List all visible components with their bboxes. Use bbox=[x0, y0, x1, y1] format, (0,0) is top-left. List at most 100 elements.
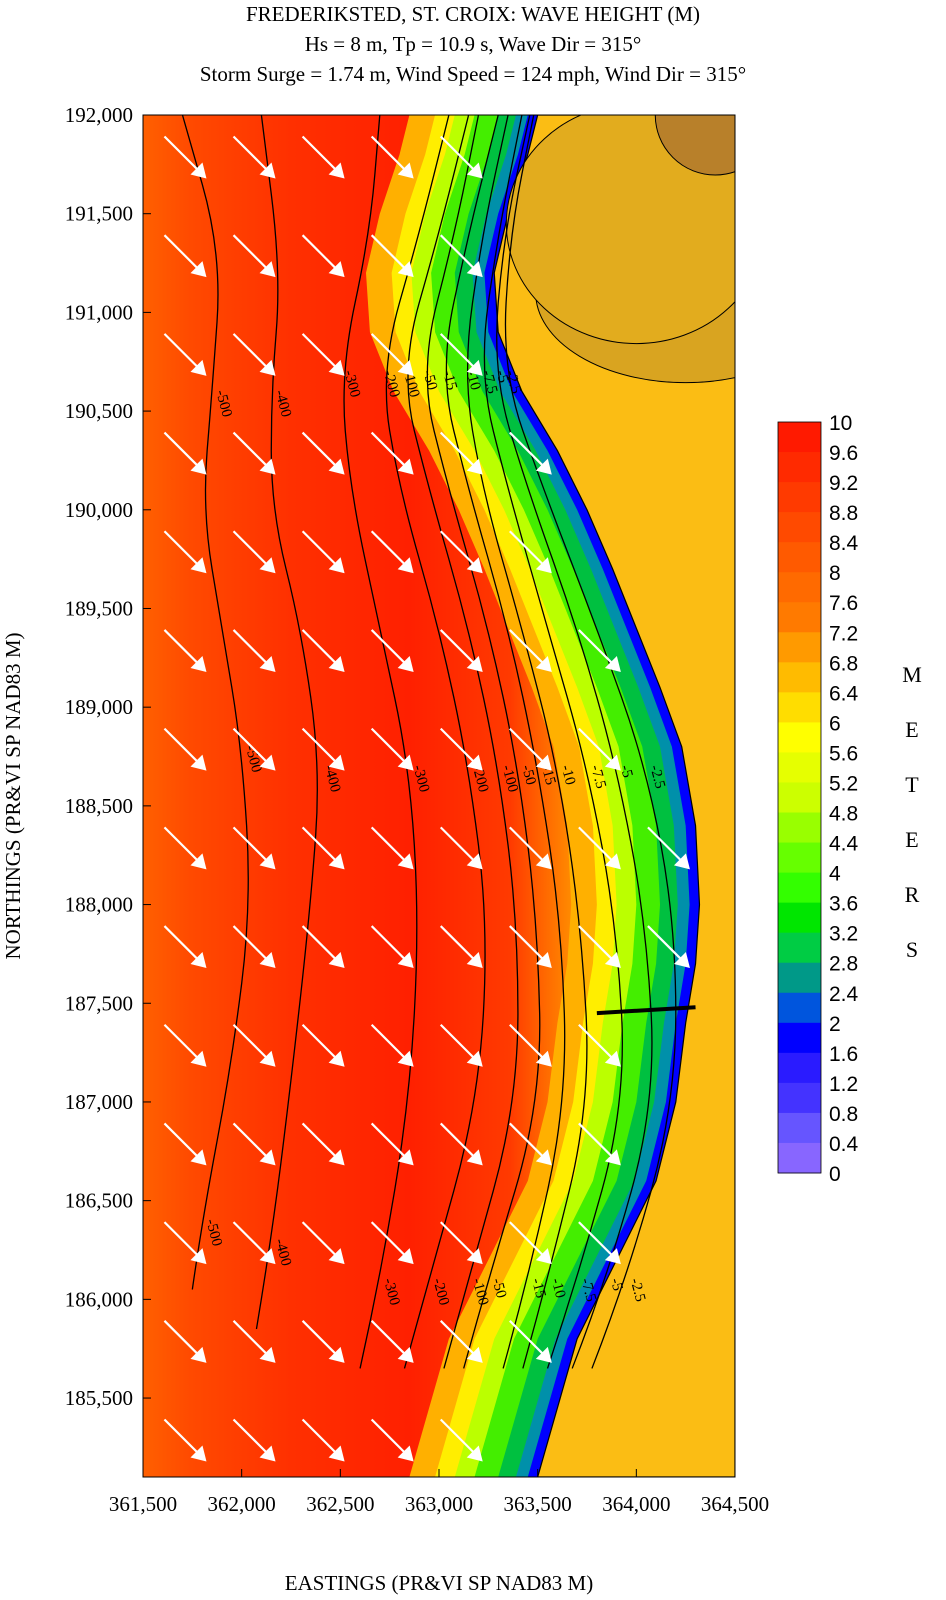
wave-arrow bbox=[163, 629, 207, 672]
wave-arrow bbox=[439, 431, 483, 475]
contour-label: -300 bbox=[380, 1277, 403, 1308]
colorbar-label: 4.8 bbox=[829, 803, 858, 826]
colorbar-label: 9.2 bbox=[829, 472, 858, 495]
contour-label: -7.5 bbox=[577, 1277, 599, 1304]
wave-arrow bbox=[578, 727, 621, 771]
colorbar-label: 2 bbox=[829, 1013, 841, 1036]
contour-label: -10 bbox=[548, 1277, 569, 1300]
wave-arrow bbox=[232, 530, 276, 574]
wave-arrow bbox=[439, 1320, 483, 1363]
colorbar-label: 5.2 bbox=[829, 772, 858, 795]
x-tick-label: 364,500 bbox=[701, 1492, 769, 1516]
contour-label: -300 bbox=[340, 369, 363, 400]
colorbar-swatch bbox=[778, 932, 821, 964]
wave-arrow bbox=[232, 925, 276, 969]
y-tick-label: 187,500 bbox=[65, 991, 133, 1015]
wave-arrow bbox=[578, 1221, 621, 1265]
wave-arrow bbox=[509, 530, 552, 574]
wave-arrow bbox=[370, 135, 414, 179]
colorbar-label: 1.2 bbox=[829, 1073, 858, 1096]
wave-arrow bbox=[163, 530, 207, 574]
contour-label: -50 bbox=[518, 763, 539, 786]
x-tick-label: 361,500 bbox=[109, 1492, 177, 1516]
depth-contour bbox=[483, 115, 623, 1369]
wave-arrow bbox=[301, 925, 345, 969]
wave-arrow bbox=[509, 1221, 552, 1265]
depth-contour bbox=[496, 115, 653, 1369]
wave-arrow bbox=[578, 925, 621, 969]
wave-arrow bbox=[578, 826, 621, 870]
wave-arrow bbox=[163, 431, 207, 475]
contour-label: -5 bbox=[617, 763, 636, 779]
wave-arrow bbox=[509, 1023, 552, 1067]
wave-arrow bbox=[439, 1122, 483, 1166]
depth-contour bbox=[466, 115, 588, 1369]
wave-arrow bbox=[439, 925, 483, 969]
contour-label: -300 bbox=[410, 763, 433, 794]
wave-arrow bbox=[163, 1122, 207, 1166]
chart-title: FREDERIKSTED, ST. CROIX: WAVE HEIGHT (M) bbox=[245, 2, 701, 26]
wave-arrow bbox=[163, 1023, 207, 1067]
contour-label: -15 bbox=[538, 763, 559, 786]
wave-arrow bbox=[232, 727, 276, 771]
contour-label: -400 bbox=[321, 763, 344, 794]
contour-label: -200 bbox=[380, 369, 403, 400]
colorbar-unit-letter: T bbox=[905, 772, 919, 797]
colorbar-label: 7.2 bbox=[829, 622, 858, 645]
shoal-band-teal bbox=[472, 115, 704, 1477]
colorbar-label: 3.6 bbox=[829, 893, 858, 916]
colorbar-swatch bbox=[778, 782, 821, 814]
colorbar-swatch bbox=[778, 1022, 821, 1054]
colorbar-swatch bbox=[778, 1082, 821, 1114]
wave-arrow bbox=[439, 135, 483, 179]
wave-arrow bbox=[232, 1023, 276, 1067]
colorbar-label: 6.8 bbox=[829, 652, 858, 675]
colorbar-swatch bbox=[778, 602, 821, 633]
wave-arrow bbox=[163, 333, 207, 376]
x-axis-label: EASTINGS (PR&VI SP NAD83 M) bbox=[285, 1571, 593, 1595]
colorbar-label: 6.4 bbox=[829, 682, 859, 705]
colorbar-swatch bbox=[778, 632, 821, 663]
contour-label: -200 bbox=[429, 1277, 452, 1308]
land-hill bbox=[505, 115, 735, 345]
breakwater bbox=[596, 1005, 696, 1016]
wave-arrow bbox=[439, 1221, 483, 1265]
x-axis: 361,500 362,000 362,500 363,000 363,500 364,0… bbox=[109, 1469, 769, 1516]
depth-contour bbox=[181, 115, 249, 1290]
wave-arrow bbox=[232, 1122, 276, 1166]
wave-arrow bbox=[232, 1221, 276, 1265]
y-tick-label: 192,000 bbox=[65, 103, 133, 127]
colorbar-label: 0 bbox=[829, 1163, 841, 1186]
y-axis-label: NORTHINGS (PR&VI SP NAD83 M) bbox=[1, 633, 25, 960]
colorbar-label: 8.8 bbox=[829, 502, 858, 525]
wave-arrow bbox=[163, 727, 207, 771]
colorbar-swatch bbox=[778, 902, 821, 934]
shoal-band-dark-green bbox=[454, 115, 704, 1477]
wave-arrow bbox=[578, 629, 621, 672]
wave-arrow bbox=[439, 333, 483, 376]
contour-label: -50 bbox=[419, 369, 440, 392]
colorbar-label: 2.4 bbox=[829, 983, 859, 1006]
wave-arrow bbox=[163, 826, 207, 870]
wave-arrow bbox=[370, 727, 414, 771]
colorbar-unit-letter: S bbox=[906, 937, 918, 962]
wave-arrow bbox=[370, 333, 414, 376]
wave-arrow bbox=[232, 826, 276, 870]
colorbar-label: 7.6 bbox=[829, 592, 858, 615]
depth-contour bbox=[385, 115, 486, 1369]
colorbar-unit-letter: R bbox=[905, 882, 920, 907]
contour-label: -2.5 bbox=[646, 763, 668, 790]
depth-contour bbox=[445, 115, 566, 1369]
wave-arrow bbox=[301, 826, 345, 870]
wave-arrow bbox=[439, 1418, 483, 1462]
contour-label: -400 bbox=[271, 1237, 294, 1268]
contour-label: -50 bbox=[488, 1277, 509, 1300]
wave-arrow bbox=[163, 135, 207, 179]
x-tick-label: 364,000 bbox=[602, 1492, 670, 1516]
wave-arrow bbox=[509, 826, 552, 870]
wave-arrow bbox=[232, 629, 276, 672]
wave-arrow bbox=[232, 135, 276, 179]
x-tick-label: 362,000 bbox=[208, 1492, 276, 1516]
wave-arrow bbox=[301, 1418, 345, 1462]
contour-label: -100 bbox=[400, 369, 423, 400]
